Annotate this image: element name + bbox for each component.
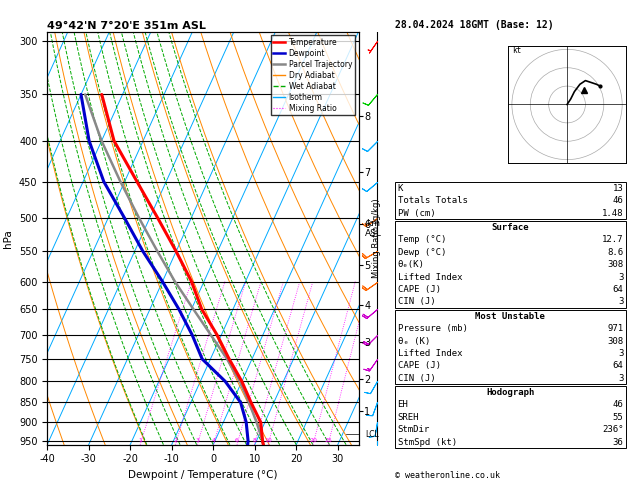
- Text: 308: 308: [607, 336, 623, 346]
- Text: Lifted Index: Lifted Index: [398, 273, 462, 282]
- Text: Mixing Ratio (g/kg): Mixing Ratio (g/kg): [372, 198, 381, 278]
- Text: 8: 8: [252, 437, 256, 443]
- Text: CIN (J): CIN (J): [398, 374, 435, 383]
- Text: Temp (°C): Temp (°C): [398, 235, 446, 244]
- Text: 64: 64: [613, 285, 623, 294]
- Text: 1.48: 1.48: [602, 208, 623, 218]
- Y-axis label: hPa: hPa: [3, 229, 13, 247]
- Text: 13: 13: [613, 184, 623, 193]
- Text: EH: EH: [398, 400, 408, 410]
- Text: θₑ(K): θₑ(K): [398, 260, 425, 269]
- Text: PW (cm): PW (cm): [398, 208, 435, 218]
- Text: 3: 3: [618, 374, 623, 383]
- Text: Dewp (°C): Dewp (°C): [398, 248, 446, 257]
- Text: 46: 46: [613, 196, 623, 206]
- Text: 3: 3: [618, 349, 623, 358]
- Text: Most Unstable: Most Unstable: [476, 312, 545, 321]
- Text: LCL: LCL: [365, 430, 379, 439]
- Text: Pressure (mb): Pressure (mb): [398, 324, 467, 333]
- Text: 36: 36: [613, 437, 623, 447]
- Text: kt: kt: [512, 46, 521, 55]
- Text: 8.6: 8.6: [607, 248, 623, 257]
- Text: 10: 10: [264, 437, 272, 443]
- Text: 308: 308: [607, 260, 623, 269]
- Text: 971: 971: [607, 324, 623, 333]
- Text: 12.7: 12.7: [602, 235, 623, 244]
- Text: 55: 55: [613, 413, 623, 422]
- Text: 4: 4: [211, 437, 216, 443]
- Text: 64: 64: [613, 361, 623, 370]
- Text: © weatheronline.co.uk: © weatheronline.co.uk: [395, 471, 500, 480]
- Text: 6: 6: [235, 437, 239, 443]
- Text: 46: 46: [613, 400, 623, 410]
- Text: SREH: SREH: [398, 413, 419, 422]
- Text: StmSpd (kt): StmSpd (kt): [398, 437, 457, 447]
- Text: StmDir: StmDir: [398, 425, 430, 434]
- Y-axis label: km
ASL: km ASL: [365, 219, 382, 238]
- Text: CAPE (J): CAPE (J): [398, 361, 440, 370]
- Text: 1: 1: [138, 437, 142, 443]
- Text: 20: 20: [309, 437, 317, 443]
- Text: 3: 3: [618, 297, 623, 307]
- Text: 28.04.2024 18GMT (Base: 12): 28.04.2024 18GMT (Base: 12): [395, 20, 554, 31]
- Text: 3: 3: [196, 437, 199, 443]
- Text: K: K: [398, 184, 403, 193]
- Text: CIN (J): CIN (J): [398, 297, 435, 307]
- Text: θₑ (K): θₑ (K): [398, 336, 430, 346]
- X-axis label: Dewpoint / Temperature (°C): Dewpoint / Temperature (°C): [128, 470, 277, 480]
- Legend: Temperature, Dewpoint, Parcel Trajectory, Dry Adiabat, Wet Adiabat, Isotherm, Mi: Temperature, Dewpoint, Parcel Trajectory…: [270, 35, 355, 115]
- Text: 49°42'N 7°20'E 351m ASL: 49°42'N 7°20'E 351m ASL: [47, 21, 206, 31]
- Text: Hodograph: Hodograph: [486, 388, 535, 397]
- Text: 3: 3: [618, 273, 623, 282]
- Text: 236°: 236°: [602, 425, 623, 434]
- Text: Surface: Surface: [492, 223, 529, 232]
- Text: CAPE (J): CAPE (J): [398, 285, 440, 294]
- Text: 25: 25: [324, 437, 332, 443]
- Text: 2: 2: [174, 437, 177, 443]
- Text: Lifted Index: Lifted Index: [398, 349, 462, 358]
- Text: Totals Totals: Totals Totals: [398, 196, 467, 206]
